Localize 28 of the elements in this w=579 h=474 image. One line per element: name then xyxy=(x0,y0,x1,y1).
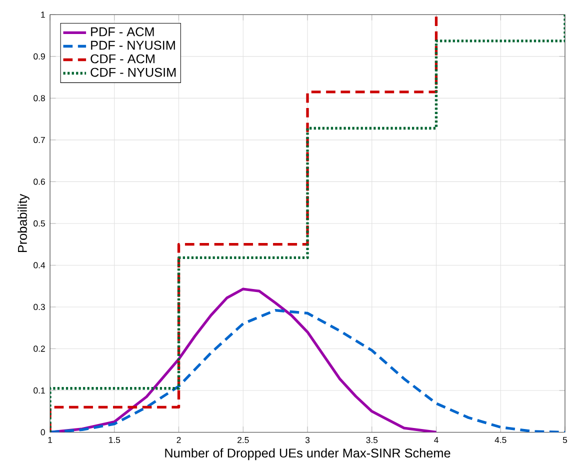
y-tick-label: 0.7 xyxy=(34,137,45,144)
y-axis-title: Probability xyxy=(18,194,30,252)
x-axis-title: Number of Dropped UEs under Max-SINR Scheme xyxy=(165,448,450,460)
y-tick-label: 0.6 xyxy=(34,178,45,185)
y-tick-label: 0.4 xyxy=(34,262,46,268)
x-tick-label: 5 xyxy=(562,437,568,444)
legend-label: PDF - ACM xyxy=(91,27,154,36)
y-tick-label: 0.5 xyxy=(34,220,45,227)
x-tick-label: 3 xyxy=(305,437,310,444)
line-series xyxy=(50,309,565,432)
y-tick-label: 0.9 xyxy=(34,54,45,60)
y-tick-label: 0.1 xyxy=(34,388,45,394)
x-tick-label: 4 xyxy=(434,437,438,444)
x-tick-label: 1 xyxy=(48,437,52,444)
line-series xyxy=(50,288,438,432)
x-tick-label: 2.5 xyxy=(238,437,249,444)
y-tick-label: 0 xyxy=(40,429,45,436)
x-tick-label: 4.5 xyxy=(494,437,506,444)
y-tick-label: 0.8 xyxy=(34,95,45,102)
y-tick-label: 0.2 xyxy=(34,346,45,352)
legend-label: CDF - ACM xyxy=(90,54,154,64)
x-tick-label: 3.5 xyxy=(366,437,378,444)
x-tick-label: 2 xyxy=(176,437,181,444)
y-tick-label: 0.3 xyxy=(34,304,45,310)
legend-label: PDF - NYUSIM xyxy=(91,41,175,50)
x-tick-label: 1.5 xyxy=(109,437,120,444)
y-tick-label: 1 xyxy=(41,12,45,18)
legend-label: CDF - NYUSIM xyxy=(90,68,176,78)
